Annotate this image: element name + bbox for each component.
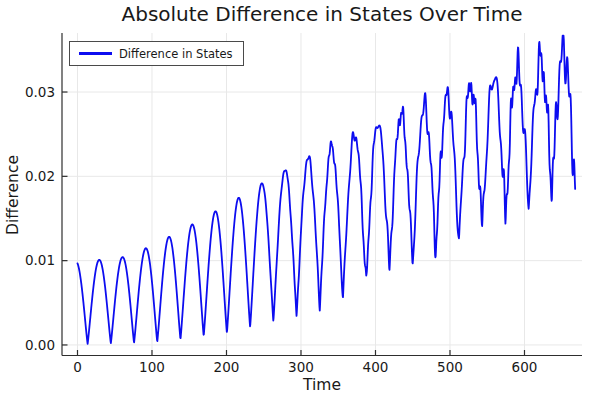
x-tick-label: 300 <box>288 359 314 375</box>
x-tick-label: 600 <box>512 359 538 375</box>
legend: Difference in States <box>69 41 244 66</box>
figure: 0 100 200 300 400 500 600 0.00 0.01 0.02 0.03 Abso… <box>0 0 600 400</box>
y-tick-label: 0.03 <box>25 84 55 100</box>
x-tick-label: 200 <box>214 359 240 375</box>
x-tick-label: 0 <box>73 359 82 375</box>
y-tick-label: 0.02 <box>25 168 55 184</box>
legend-line-sample <box>79 52 112 55</box>
x-tick-label: 100 <box>139 359 165 375</box>
x-tick-label: 400 <box>363 359 389 375</box>
y-axis-label: Difference <box>4 125 22 265</box>
chart-title: Absolute Difference in States Over Time <box>62 2 582 26</box>
x-tick-label: 500 <box>437 359 463 375</box>
y-tick-label: 0.00 <box>25 337 55 353</box>
x-axis-label: Time <box>62 376 582 394</box>
y-tick-label: 0.01 <box>25 252 55 268</box>
legend-label: Difference in States <box>119 47 233 61</box>
